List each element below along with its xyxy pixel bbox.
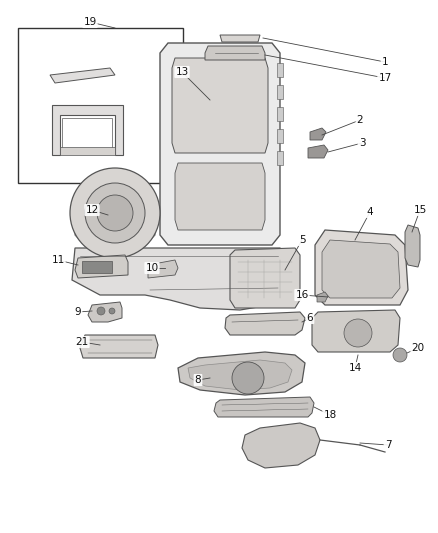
Text: 19: 19 xyxy=(83,17,97,27)
Text: 21: 21 xyxy=(75,337,88,347)
Polygon shape xyxy=(160,43,280,245)
Circle shape xyxy=(393,348,407,362)
Polygon shape xyxy=(88,302,122,322)
Text: 16: 16 xyxy=(295,290,309,300)
Polygon shape xyxy=(175,163,265,230)
Circle shape xyxy=(70,168,160,258)
Circle shape xyxy=(232,362,264,394)
Bar xyxy=(277,63,283,77)
Bar xyxy=(82,261,112,273)
Polygon shape xyxy=(310,128,326,140)
Text: 14: 14 xyxy=(348,363,362,373)
Polygon shape xyxy=(317,292,328,302)
Bar xyxy=(277,107,283,121)
Bar xyxy=(18,28,183,183)
Circle shape xyxy=(344,319,372,347)
Polygon shape xyxy=(308,145,328,158)
Polygon shape xyxy=(242,423,320,468)
Bar xyxy=(277,151,283,165)
Bar xyxy=(277,85,283,99)
Polygon shape xyxy=(52,105,123,155)
Text: 10: 10 xyxy=(145,263,159,273)
Polygon shape xyxy=(312,310,400,352)
Polygon shape xyxy=(205,46,265,60)
Polygon shape xyxy=(225,312,305,335)
Text: 12: 12 xyxy=(85,205,99,215)
Polygon shape xyxy=(75,185,155,250)
Circle shape xyxy=(97,195,133,231)
Bar xyxy=(62,118,112,148)
Text: 9: 9 xyxy=(75,307,81,317)
Circle shape xyxy=(85,183,145,243)
Polygon shape xyxy=(188,360,292,390)
Polygon shape xyxy=(50,68,115,83)
Text: 17: 17 xyxy=(378,73,392,83)
Text: 15: 15 xyxy=(413,205,427,215)
Text: 4: 4 xyxy=(367,207,373,217)
Text: 6: 6 xyxy=(307,313,313,323)
Text: 2: 2 xyxy=(357,115,363,125)
Polygon shape xyxy=(178,352,305,395)
Text: 13: 13 xyxy=(175,67,189,77)
Text: 18: 18 xyxy=(323,410,337,420)
Text: 1: 1 xyxy=(381,57,389,67)
Polygon shape xyxy=(80,335,158,358)
Text: 7: 7 xyxy=(385,440,391,450)
Polygon shape xyxy=(148,260,178,278)
Text: 5: 5 xyxy=(299,235,305,245)
Text: 20: 20 xyxy=(411,343,424,353)
Circle shape xyxy=(109,308,115,314)
Text: 3: 3 xyxy=(359,138,365,148)
Polygon shape xyxy=(214,397,314,417)
Polygon shape xyxy=(315,230,408,305)
Polygon shape xyxy=(172,58,268,153)
Polygon shape xyxy=(72,248,285,310)
Polygon shape xyxy=(75,255,128,278)
Text: 11: 11 xyxy=(51,255,65,265)
Polygon shape xyxy=(220,35,260,42)
Polygon shape xyxy=(405,225,420,267)
Bar xyxy=(277,129,283,143)
Polygon shape xyxy=(230,248,300,308)
Polygon shape xyxy=(322,240,400,298)
Text: 8: 8 xyxy=(194,375,201,385)
Circle shape xyxy=(97,307,105,315)
Bar xyxy=(60,147,115,155)
